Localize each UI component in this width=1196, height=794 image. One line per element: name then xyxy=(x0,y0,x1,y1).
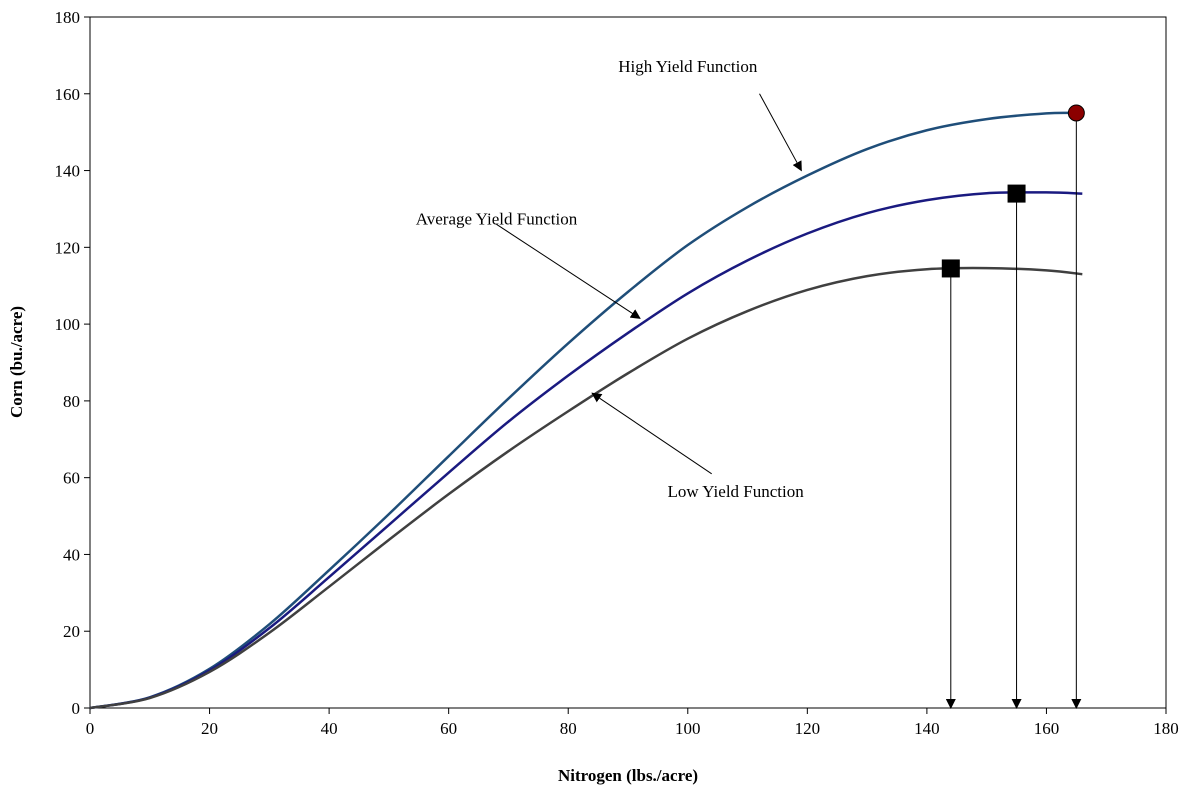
x-tick-label: 60 xyxy=(440,719,457,738)
annotation-average-yield-arrow xyxy=(496,223,641,319)
high-yield-curve xyxy=(89,111,1077,710)
optimum-points xyxy=(941,104,1085,278)
optimum-point-square xyxy=(941,259,960,278)
x-tick-label: 0 xyxy=(86,719,95,738)
y-tick-label: 80 xyxy=(63,392,80,411)
x-tick-label: 100 xyxy=(675,719,701,738)
low-yield-curve xyxy=(89,266,1083,710)
annotations: High Yield Function Average Yield Functio… xyxy=(416,57,804,501)
y-axis-title: Corn (bu./acre) xyxy=(7,306,26,418)
x-tick-label: 80 xyxy=(560,719,577,738)
average-yield-curve xyxy=(89,191,1083,710)
y-tick-label: 0 xyxy=(72,699,81,718)
annotation-low-yield-label: Low Yield Function xyxy=(667,482,804,501)
optimum-point-circle xyxy=(1067,104,1085,122)
y-tick-label: 180 xyxy=(55,8,81,27)
y-tick-label: 140 xyxy=(55,162,81,181)
annotation-high-yield-label: High Yield Function xyxy=(618,57,758,76)
x-axis: 0 20 40 60 80 100 120 140 160 180 xyxy=(86,708,1179,738)
series-layer xyxy=(89,111,1083,710)
y-tick-label: 100 xyxy=(55,315,81,334)
y-tick-label: 60 xyxy=(63,469,80,488)
drop-lines xyxy=(945,112,1082,709)
annotation-low-yield-arrow xyxy=(591,392,712,475)
y-axis: 0 20 40 60 80 100 120 140 160 180 xyxy=(55,8,90,718)
y-tick-label: 160 xyxy=(55,85,81,104)
x-tick-label: 120 xyxy=(795,719,821,738)
annotation-average-yield-label: Average Yield Function xyxy=(416,209,578,228)
optimum-point-square xyxy=(1007,184,1026,203)
x-axis-title: Nitrogen (lbs./acre) xyxy=(558,766,698,785)
y-tick-label: 120 xyxy=(55,238,81,257)
y-tick-label: 20 xyxy=(63,622,80,641)
annotation-high-yield-arrow xyxy=(759,93,802,172)
x-tick-label: 140 xyxy=(914,719,940,738)
plot-area xyxy=(89,16,1167,709)
x-tick-label: 160 xyxy=(1034,719,1060,738)
x-tick-label: 20 xyxy=(201,719,218,738)
x-tick-label: 180 xyxy=(1153,719,1179,738)
y-tick-label: 40 xyxy=(63,545,80,564)
x-tick-label: 40 xyxy=(321,719,338,738)
